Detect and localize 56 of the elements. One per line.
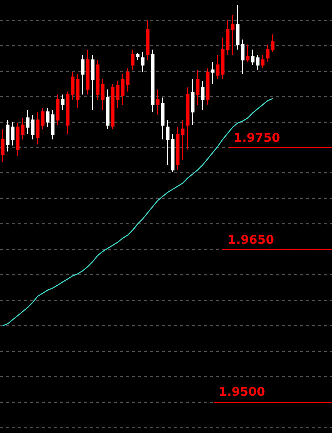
candlestick bbox=[241, 39, 245, 75]
candlestick bbox=[191, 78, 195, 126]
candlestick bbox=[216, 54, 220, 80]
ref-line-label: 1.9650 bbox=[228, 233, 274, 247]
candlestick bbox=[176, 126, 180, 171]
candlestick bbox=[256, 54, 260, 71]
candlestick bbox=[31, 114, 35, 140]
candlestick bbox=[151, 49, 155, 113]
candlestick bbox=[166, 120, 170, 166]
candlestick bbox=[11, 122, 15, 146]
candlestick bbox=[186, 87, 190, 150]
candlestick bbox=[116, 81, 120, 108]
candlestick bbox=[96, 60, 100, 100]
candlestick bbox=[141, 51, 145, 73]
candlestick bbox=[206, 68, 210, 106]
candlestick bbox=[1, 128, 5, 162]
candlestick bbox=[271, 34, 275, 52]
candlestick bbox=[121, 74, 125, 106]
candlestick bbox=[51, 110, 55, 140]
candlestick bbox=[56, 94, 60, 126]
candlestick bbox=[131, 49, 135, 71]
candlestick bbox=[236, 4, 240, 50]
candlestick bbox=[26, 110, 30, 135]
candlestick bbox=[16, 122, 20, 156]
candlestick bbox=[106, 89, 110, 130]
candlestick bbox=[71, 72, 75, 100]
candlestick bbox=[81, 54, 85, 96]
candlestick bbox=[181, 120, 185, 160]
candlestick bbox=[91, 54, 95, 111]
candlestick bbox=[66, 91, 70, 135]
candlestick bbox=[126, 68, 130, 92]
candlestick bbox=[21, 118, 25, 140]
candlestick bbox=[41, 108, 45, 130]
candlestick bbox=[61, 94, 65, 111]
candlestick bbox=[246, 44, 250, 63]
candlestick bbox=[156, 89, 160, 116]
candlestick bbox=[231, 14, 235, 56]
candlestick bbox=[221, 37, 225, 80]
candlestick bbox=[136, 52, 140, 61]
ref-line-label: 1.9500 bbox=[219, 385, 266, 399]
candlestick bbox=[226, 20, 230, 56]
candlestick bbox=[161, 97, 165, 140]
candlestick bbox=[6, 120, 10, 152]
candlestick bbox=[46, 108, 50, 128]
candlestick bbox=[211, 62, 215, 86]
candlestick bbox=[86, 49, 90, 96]
candlestick bbox=[101, 78, 105, 111]
ref-line-label: 1.9750 bbox=[234, 131, 280, 145]
candlestick bbox=[76, 74, 80, 108]
candlestick bbox=[196, 70, 200, 106]
candlestick bbox=[201, 81, 205, 111]
candlestick bbox=[146, 20, 150, 61]
candlestick bbox=[36, 112, 40, 146]
candlestick bbox=[261, 54, 265, 69]
candlestick bbox=[266, 44, 270, 63]
candlestick bbox=[251, 49, 255, 66]
